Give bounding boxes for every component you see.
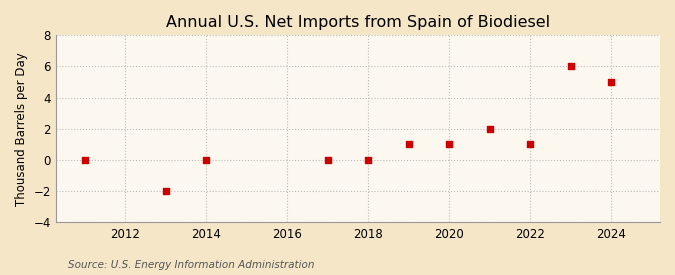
Point <box>323 158 333 162</box>
Point <box>363 158 374 162</box>
Y-axis label: Thousand Barrels per Day: Thousand Barrels per Day <box>15 52 28 206</box>
Point <box>525 142 536 147</box>
Point <box>444 142 455 147</box>
Point <box>606 80 617 84</box>
Point <box>161 189 171 193</box>
Text: Source: U.S. Energy Information Administration: Source: U.S. Energy Information Administ… <box>68 260 314 270</box>
Point <box>201 158 212 162</box>
Title: Annual U.S. Net Imports from Spain of Biodiesel: Annual U.S. Net Imports from Spain of Bi… <box>166 15 550 30</box>
Point <box>566 64 576 69</box>
Point <box>485 126 495 131</box>
Point <box>404 142 414 147</box>
Point <box>80 158 90 162</box>
